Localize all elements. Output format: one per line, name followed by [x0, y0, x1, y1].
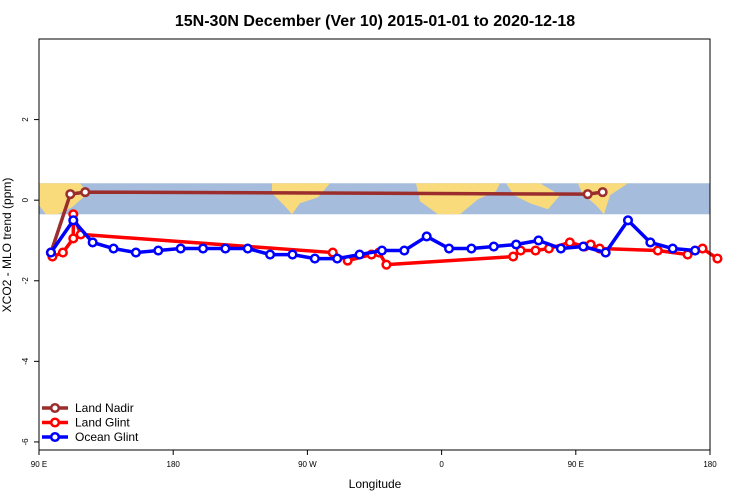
y-tick-label: -6: [21, 438, 30, 446]
data-point-ocean-glint: [555, 243, 566, 254]
data-point-land-nadir: [65, 189, 76, 200]
data-point-ocean-glint: [667, 243, 678, 254]
data-point-ocean-glint: [376, 245, 388, 256]
data-point-ocean-glint: [108, 243, 119, 254]
world-map-band: [39, 183, 710, 215]
legend-marker: [49, 417, 61, 428]
data-point-ocean-glint: [444, 243, 455, 254]
data-point-ocean-glint: [309, 253, 320, 264]
series-ocean-glint: [45, 215, 701, 264]
legend-item-ocean-glint: Ocean Glint: [42, 430, 139, 444]
data-point-ocean-glint: [354, 249, 365, 260]
land-shape: [39, 183, 88, 215]
data-point-ocean-glint: [622, 215, 634, 226]
data-point-ocean-glint: [265, 249, 276, 260]
series-line-land-glint: [49, 212, 719, 267]
legend-item-land-glint: Land Glint: [42, 416, 130, 430]
data-point-ocean-glint: [533, 235, 544, 246]
data-point-land-glint: [381, 259, 392, 270]
series-land-glint: [45, 209, 723, 270]
land-shape: [272, 183, 330, 215]
data-point-land-nadir: [80, 187, 91, 198]
y-tick-label: -4: [21, 357, 30, 365]
data-point-ocean-glint: [45, 247, 56, 258]
data-point-land-glint: [652, 245, 663, 256]
data-point-ocean-glint: [332, 253, 343, 264]
x-tick-label: 0: [439, 460, 444, 469]
legend-marker: [49, 431, 61, 443]
data-point-land-glint: [530, 245, 541, 256]
data-point-ocean-glint: [488, 241, 499, 252]
data-point-land-glint: [564, 237, 575, 248]
data-point-ocean-glint: [578, 241, 589, 252]
data-point-ocean-glint: [421, 231, 432, 242]
data-point-ocean-glint: [399, 245, 410, 256]
data-point-land-glint: [712, 253, 723, 264]
data-point-ocean-glint: [130, 247, 141, 258]
legend-marker: [49, 402, 61, 414]
data-point-ocean-glint: [600, 247, 611, 258]
legend-label: Land Nadir: [75, 401, 134, 415]
data-point-land-glint: [508, 251, 519, 262]
land-shape: [416, 183, 500, 215]
y-tick-label: 0: [21, 197, 30, 202]
x-tick-label: 180: [703, 460, 717, 469]
x-axis-label: Longitude: [349, 477, 402, 491]
y-tick-label: 2: [21, 117, 30, 122]
y-axis-label: XCO2 - MLO trend (ppm): [0, 178, 14, 313]
data-point-ocean-glint: [87, 237, 98, 248]
x-tick-label: 90 W: [298, 460, 317, 469]
data-point-land-nadir: [582, 189, 593, 200]
series-layer: [45, 187, 723, 270]
data-point-ocean-glint: [690, 245, 701, 256]
data-point-ocean-glint: [466, 243, 477, 254]
data-point-ocean-glint: [68, 215, 79, 226]
data-point-ocean-glint: [645, 237, 656, 248]
data-point-ocean-glint: [197, 243, 209, 254]
x-axis-ticks: 90 E 180 90 W 0 90 E 180: [31, 450, 717, 469]
data-point-ocean-glint: [287, 249, 298, 260]
plot-frame: [38, 38, 711, 451]
chart-title: 15N-30N December (Ver 10) 2015-01-01 to …: [175, 13, 575, 30]
land-shape: [506, 183, 560, 210]
legend-label: Ocean Glint: [75, 430, 139, 444]
data-point-ocean-glint: [242, 243, 253, 254]
data-point-land-nadir: [597, 187, 608, 198]
x-tick-label: 180: [167, 460, 181, 469]
data-point-land-glint: [57, 247, 68, 258]
x-tick-label: 90 E: [31, 460, 47, 469]
data-point-ocean-glint: [511, 239, 522, 250]
data-point-ocean-glint: [175, 243, 186, 254]
legend-label: Land Glint: [75, 416, 130, 430]
data-point-ocean-glint: [153, 245, 164, 256]
y-axis-ticks: -6 -4 -2 0 2: [21, 117, 39, 446]
data-point-ocean-glint: [220, 243, 231, 254]
x-tick-label: 90 E: [568, 460, 584, 469]
y-tick-label: -2: [21, 277, 30, 285]
data-point-land-glint: [68, 233, 79, 244]
legend-item-land-nadir: Land Nadir: [42, 401, 134, 415]
